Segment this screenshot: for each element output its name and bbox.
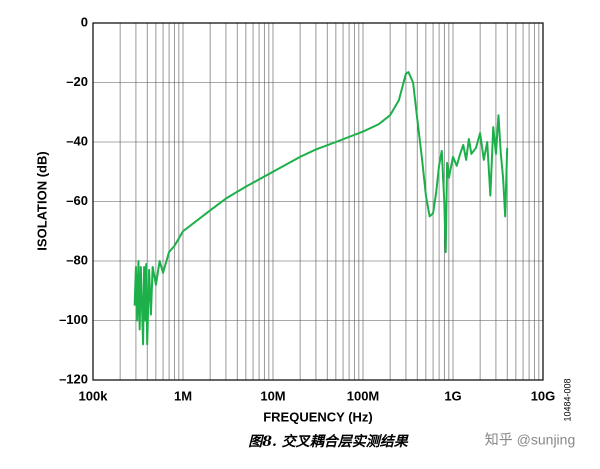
plot-frame xyxy=(92,22,544,381)
figure-id: 10484-008 xyxy=(562,378,572,421)
watermark: 知乎 @sunjing xyxy=(485,432,575,448)
x-tick-label: 100M xyxy=(347,388,380,403)
y-tick-label: –40 xyxy=(66,133,88,148)
x-tick-label: 1M xyxy=(174,388,192,403)
y-tick-label: –80 xyxy=(66,252,88,267)
y-tick-label: 0 xyxy=(81,14,88,29)
series-line xyxy=(133,71,509,346)
y-tick-label: –20 xyxy=(66,74,88,89)
caption: 图8. 交叉耦合层实测结果 xyxy=(248,433,409,450)
x-tick-label: 1G xyxy=(444,388,461,403)
x-tick-label: 10M xyxy=(260,388,285,403)
x-tick-label: 100k xyxy=(79,388,109,403)
y-tick-label: –120 xyxy=(59,371,88,386)
y-tick-label: –60 xyxy=(66,193,88,208)
y-axis-label: ISOLATION (dB) xyxy=(34,151,49,250)
y-tick-label: –100 xyxy=(59,312,88,327)
x-tick-label: 10G xyxy=(531,388,556,403)
x-axis-label: FREQUENCY (Hz) xyxy=(263,409,373,424)
